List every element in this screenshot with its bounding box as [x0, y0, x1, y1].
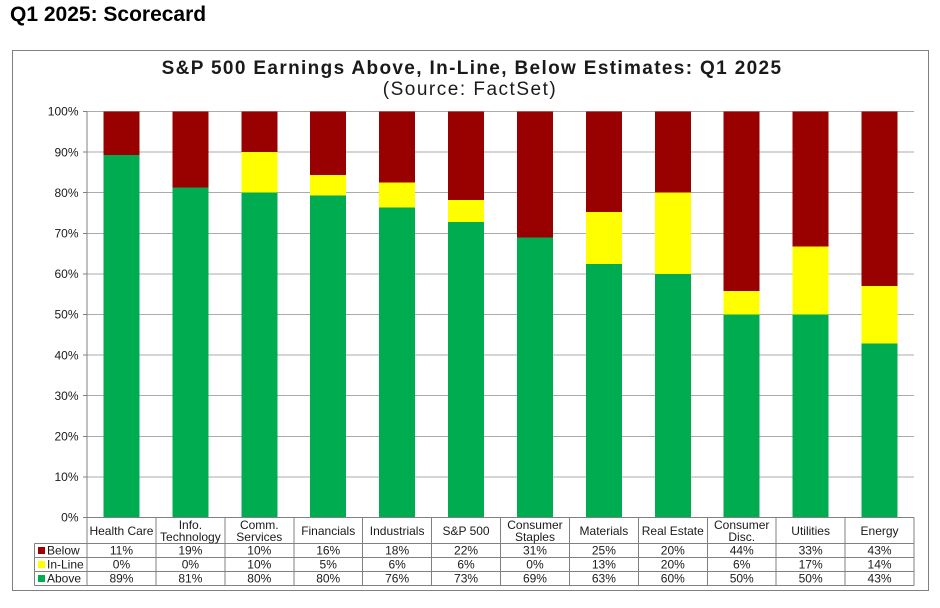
svg-text:Energy: Energy	[861, 524, 899, 538]
svg-text:50%: 50%	[799, 572, 823, 586]
svg-text:14%: 14%	[868, 558, 892, 572]
svg-text:80%: 80%	[247, 572, 271, 586]
svg-text:89%: 89%	[109, 572, 133, 586]
svg-text:In-Line: In-Line	[47, 558, 84, 572]
svg-text:6%: 6%	[388, 558, 406, 572]
svg-text:S&P 500 Earnings Above, In-Lin: S&P 500 Earnings Above, In-Line, Below E…	[162, 58, 783, 79]
svg-text:31%: 31%	[523, 544, 547, 558]
svg-text:Utilities: Utilities	[791, 524, 830, 538]
svg-text:50%: 50%	[730, 572, 754, 586]
svg-text:70%: 70%	[54, 227, 78, 241]
svg-text:Health Care: Health Care	[89, 524, 153, 538]
svg-text:Industrials: Industrials	[370, 524, 425, 538]
svg-text:0%: 0%	[113, 558, 131, 572]
svg-text:90%: 90%	[54, 145, 78, 159]
svg-text:63%: 63%	[592, 572, 616, 586]
svg-text:Financials: Financials	[301, 524, 355, 538]
svg-text:10%: 10%	[247, 558, 271, 572]
svg-text:50%: 50%	[54, 308, 78, 322]
svg-text:30%: 30%	[54, 389, 78, 403]
svg-text:6%: 6%	[733, 558, 751, 572]
svg-text:22%: 22%	[454, 544, 478, 558]
svg-text:11%: 11%	[110, 544, 133, 558]
svg-text:13%: 13%	[592, 558, 616, 572]
svg-text:17%: 17%	[799, 558, 823, 572]
svg-text:20%: 20%	[661, 544, 685, 558]
svg-text:Above: Above	[47, 572, 81, 586]
svg-text:25%: 25%	[592, 544, 616, 558]
svg-text:Materials: Materials	[580, 524, 629, 538]
svg-text:Comm.: Comm.	[240, 518, 279, 532]
svg-text:(Source: FactSet): (Source: FactSet)	[383, 79, 557, 100]
svg-text:5%: 5%	[320, 558, 338, 572]
svg-text:20%: 20%	[661, 558, 685, 572]
svg-text:0%: 0%	[61, 511, 79, 525]
svg-text:Services: Services	[236, 530, 282, 544]
svg-text:18%: 18%	[385, 544, 409, 558]
svg-text:Consumer: Consumer	[714, 518, 769, 532]
svg-text:10%: 10%	[247, 544, 271, 558]
svg-text:43%: 43%	[868, 544, 892, 558]
svg-text:20%: 20%	[54, 430, 78, 444]
svg-text:Technology: Technology	[160, 530, 221, 544]
svg-text:Below: Below	[47, 544, 80, 558]
svg-text:0%: 0%	[182, 558, 200, 572]
svg-text:44%: 44%	[730, 544, 754, 558]
svg-text:76%: 76%	[385, 572, 409, 586]
svg-text:60%: 60%	[661, 572, 685, 586]
svg-text:69%: 69%	[523, 572, 547, 586]
svg-text:Staples: Staples	[515, 530, 555, 544]
svg-text:80%: 80%	[316, 572, 340, 586]
svg-text:40%: 40%	[54, 348, 78, 362]
svg-text:81%: 81%	[178, 572, 202, 586]
svg-text:43%: 43%	[868, 572, 892, 586]
svg-text:10%: 10%	[54, 470, 78, 484]
svg-text:6%: 6%	[457, 558, 475, 572]
svg-text:Real Estate: Real Estate	[642, 524, 704, 538]
svg-text:16%: 16%	[316, 544, 340, 558]
svg-text:60%: 60%	[54, 267, 78, 281]
svg-text:100%: 100%	[48, 105, 79, 119]
svg-text:73%: 73%	[454, 572, 478, 586]
svg-text:80%: 80%	[54, 186, 78, 200]
svg-text:Consumer: Consumer	[507, 518, 562, 532]
svg-text:S&P 500: S&P 500	[442, 524, 489, 538]
svg-text:33%: 33%	[799, 544, 823, 558]
svg-text:Info.: Info.	[179, 518, 202, 532]
svg-text:0%: 0%	[526, 558, 544, 572]
svg-text:Q1 2025: Scorecard: Q1 2025: Scorecard	[10, 3, 206, 26]
svg-text:Disc.: Disc.	[728, 530, 755, 544]
svg-text:19%: 19%	[178, 544, 202, 558]
